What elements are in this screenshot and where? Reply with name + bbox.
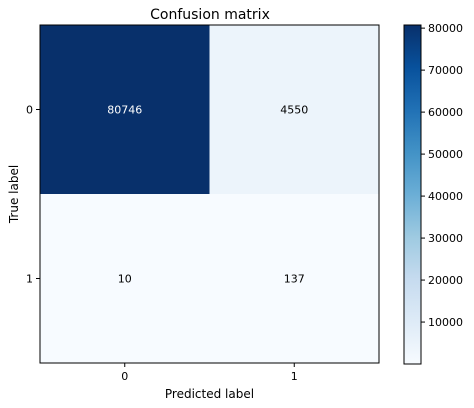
colorbar-tick-label: 10000	[428, 316, 463, 329]
x-tick-label: 1	[291, 370, 298, 383]
colorbar-tick-label: 20000	[428, 274, 463, 287]
heatmap-cells: 80746 4550 10 137	[40, 25, 379, 363]
y-tick-label: 0	[26, 104, 33, 117]
colorbar-tick-label: 60000	[428, 106, 463, 119]
colorbar-tick-label: 50000	[428, 148, 463, 161]
colorbar-tick-label: 80000	[428, 22, 463, 35]
x-axis-label: Predicted label	[165, 387, 254, 401]
cell-value-label: 80746	[107, 104, 142, 117]
x-tick-label: 0	[121, 370, 128, 383]
axis-ticks: 0 101	[26, 104, 298, 384]
heatmap-cell	[209, 194, 379, 363]
cell-value-label: 10	[118, 273, 132, 286]
heatmap-cell	[40, 25, 210, 194]
y-tick-label: 1	[26, 273, 33, 286]
colorbar-tick-label: 70000	[428, 64, 463, 77]
colorbar-ticks: 10000 20000 30000 40000 50000 60000 70000 80000	[421, 22, 463, 329]
colorbar-tick-label: 30000	[428, 232, 463, 245]
plot-frame	[39, 24, 380, 364]
colorbar	[403, 24, 422, 365]
cell-value-label: 137	[284, 273, 305, 286]
colorbar-tick-label: 40000	[428, 190, 463, 203]
y-axis-label: True label	[7, 165, 21, 224]
cell-value-label: 4550	[280, 104, 308, 117]
heatmap-cell	[209, 25, 379, 194]
chart-title: Confusion matrix	[150, 7, 270, 23]
heatmap-cell	[40, 194, 210, 363]
